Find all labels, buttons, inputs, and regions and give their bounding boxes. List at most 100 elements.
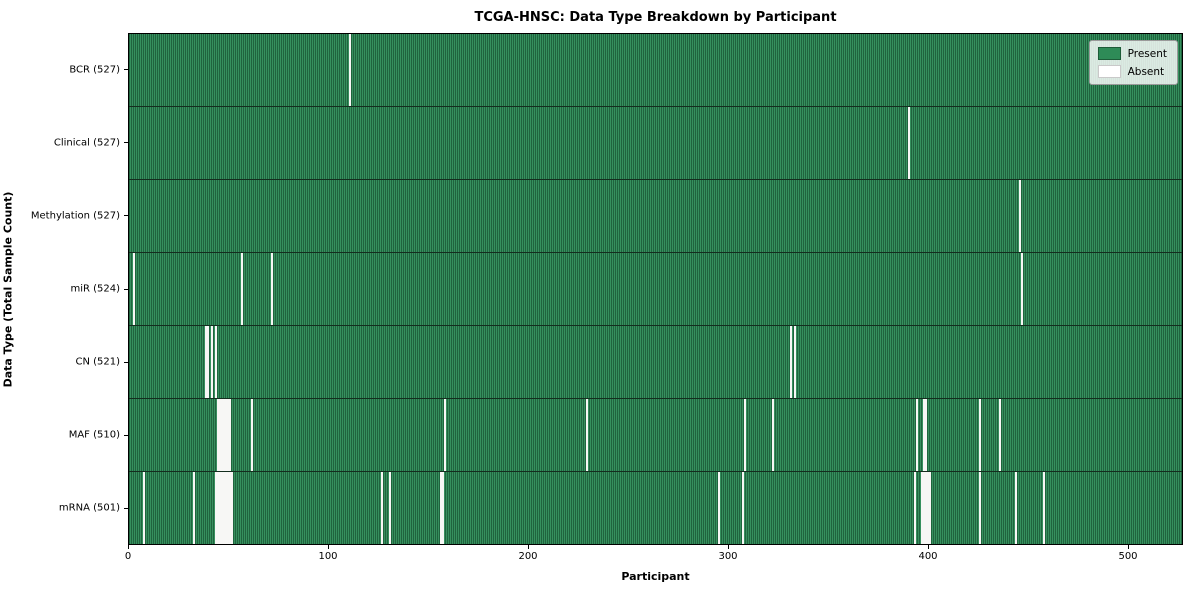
heatmap-row-maf <box>129 399 1182 472</box>
heatmap-row-mir <box>129 253 1182 326</box>
absent-stripe <box>214 326 217 398</box>
y-tick-label: CN (521) <box>75 356 120 368</box>
absent-stripe <box>925 399 928 471</box>
heatmap-row-cn <box>129 326 1182 399</box>
absent-stripe <box>907 107 910 179</box>
absent-stripe <box>216 399 219 471</box>
y-tick-mark <box>124 361 128 363</box>
y-tick-label: Methylation (527) <box>30 210 120 222</box>
absent-stripe <box>913 472 916 544</box>
absent-stripe <box>743 399 746 471</box>
y-tick-label: Clinical (527) <box>53 137 120 149</box>
y-tick-label: MAF (510) <box>68 429 120 441</box>
absent-stripe <box>717 472 720 544</box>
heatmap-row-mrna <box>129 472 1182 544</box>
absent-stripe <box>348 34 351 106</box>
absent-stripe <box>921 472 924 544</box>
absent-stripe <box>442 472 445 544</box>
absent-stripe <box>927 472 930 544</box>
absent-stripe <box>220 472 223 544</box>
absent-stripe <box>388 472 391 544</box>
x-tick-label: 400 <box>918 551 938 562</box>
absent-stripe <box>915 399 918 471</box>
legend: Present Absent <box>1088 40 1178 85</box>
absent-stripe <box>250 399 253 471</box>
x-tick-label: 300 <box>718 551 738 562</box>
absent-stripe <box>216 472 219 544</box>
absent-stripe <box>230 472 233 544</box>
absent-stripe <box>226 399 229 471</box>
absent-stripe <box>979 399 982 471</box>
absent-stripe <box>224 472 227 544</box>
x-tick-mark <box>928 545 929 549</box>
absent-stripe <box>132 253 135 325</box>
absent-stripe <box>380 472 383 544</box>
absent-stripe <box>214 472 217 544</box>
absent-stripe <box>206 326 209 398</box>
absent-stripe <box>204 326 207 398</box>
absent-stripe <box>222 399 225 471</box>
heatmap-plot-area <box>128 33 1183 545</box>
legend-entry-present: Present <box>1097 47 1167 60</box>
absent-stripe <box>142 472 145 544</box>
x-tick-label: 200 <box>518 551 538 562</box>
y-tick-label: mRNA (501) <box>58 502 120 514</box>
legend-label-absent: Absent <box>1127 65 1165 78</box>
absent-stripe <box>586 399 589 471</box>
absent-stripe <box>1043 472 1046 544</box>
absent-stripe <box>218 472 221 544</box>
y-tick-mark <box>124 288 128 290</box>
absent-stripe <box>929 472 932 544</box>
absent-swatch-icon <box>1097 65 1121 78</box>
present-swatch-icon <box>1097 47 1121 60</box>
heatmap-row-clinical <box>129 107 1182 180</box>
absent-stripe <box>228 399 231 471</box>
absent-stripe <box>440 472 443 544</box>
absent-stripe <box>210 326 213 398</box>
x-tick-label: 500 <box>1118 551 1138 562</box>
y-tick-label: BCR (527) <box>69 64 120 76</box>
x-tick-label: 100 <box>318 551 338 562</box>
absent-stripe <box>220 399 223 471</box>
x-tick-mark <box>728 545 729 549</box>
x-tick-mark <box>1128 545 1129 549</box>
absent-stripe <box>224 399 227 471</box>
y-tick-mark <box>124 215 128 217</box>
absent-stripe <box>1019 180 1022 252</box>
absent-stripe <box>999 399 1002 471</box>
legend-entry-absent: Absent <box>1097 65 1167 78</box>
heatmap-row-bcr <box>129 34 1182 107</box>
absent-stripe <box>923 472 926 544</box>
x-tick-mark <box>128 545 129 549</box>
y-tick-mark <box>124 434 128 436</box>
absent-stripe <box>226 472 229 544</box>
absent-stripe <box>1015 472 1018 544</box>
absent-stripe <box>925 472 928 544</box>
absent-stripe <box>192 472 195 544</box>
y-tick-mark <box>124 69 128 71</box>
absent-stripe <box>270 253 273 325</box>
y-tick-mark <box>124 507 128 509</box>
absent-stripe <box>741 472 744 544</box>
y-tick-mark <box>124 142 128 144</box>
absent-stripe <box>218 399 221 471</box>
absent-stripe <box>771 399 774 471</box>
x-tick-mark <box>328 545 329 549</box>
absent-stripe <box>222 472 225 544</box>
x-axis-label: Participant <box>621 570 690 583</box>
x-tick-mark <box>528 545 529 549</box>
x-tick-label: 0 <box>124 551 132 562</box>
absent-stripe <box>1021 253 1024 325</box>
absent-stripe <box>793 326 796 398</box>
absent-stripe <box>228 472 231 544</box>
heatmap-row-methylation <box>129 180 1182 253</box>
y-tick-label: miR (524) <box>70 283 120 295</box>
legend-label-present: Present <box>1127 47 1167 60</box>
absent-stripe <box>923 399 926 471</box>
absent-stripe <box>979 472 982 544</box>
chart-title: TCGA-HNSC: Data Type Breakdown by Partic… <box>474 10 837 25</box>
absent-stripe <box>240 253 243 325</box>
absent-stripe <box>789 326 792 398</box>
absent-stripe <box>444 399 447 471</box>
